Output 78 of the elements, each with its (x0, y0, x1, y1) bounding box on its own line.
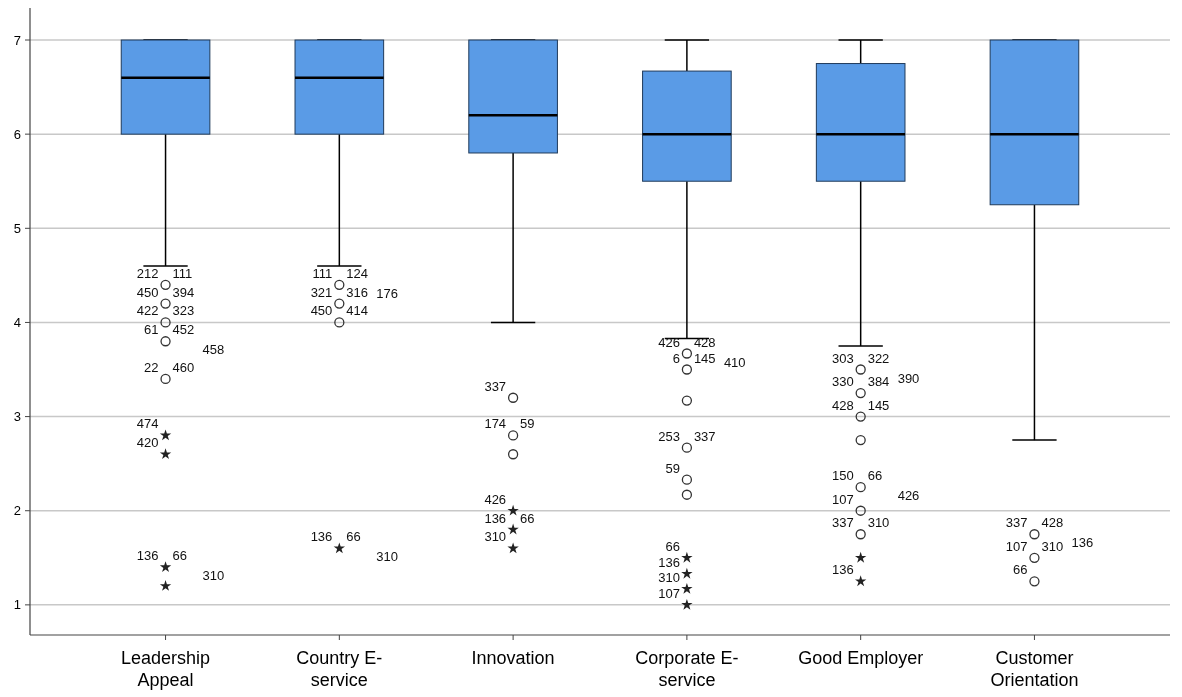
annotation: 426 (897, 488, 920, 504)
y-tick-label: 2 (13, 503, 21, 519)
annotation: 310 (1041, 538, 1064, 554)
annotation: 145 (867, 397, 890, 413)
annotation: 330 (831, 374, 854, 390)
annotation: 450 (310, 303, 333, 319)
annotation: 66 (172, 548, 188, 564)
annotation: 150 (831, 468, 854, 484)
annotation: 337 (1005, 515, 1028, 531)
annotation: 337 (484, 378, 507, 394)
annotation: 176 (376, 285, 399, 301)
x-tick-label: Leadership Appeal (121, 648, 211, 690)
annotation: 310 (202, 568, 225, 584)
annotation: 111 (312, 265, 333, 281)
x-tick-label: Country E-service (296, 648, 383, 690)
annotation: 310 (484, 529, 507, 545)
annotation: 66 (346, 529, 361, 545)
annotation: 337 (693, 428, 716, 444)
x-tick-label: Good Employer (798, 648, 924, 668)
annotation: 426 (658, 334, 680, 350)
annotation: 428 (1041, 515, 1064, 531)
annotation: 253 (658, 428, 680, 444)
annotation: 458 (202, 342, 225, 358)
annotation: 66 (867, 468, 883, 484)
annotation: 136 (831, 562, 854, 578)
annotation: 136 (658, 554, 680, 570)
x-tick-label: Innovation (471, 648, 555, 668)
annotation: 414 (346, 303, 369, 319)
y-tick-label: 6 (13, 126, 21, 142)
annotation: 428 (693, 334, 716, 350)
y-tick-label: 7 (13, 32, 21, 48)
annotation: 310 (867, 515, 890, 531)
annotation: 59 (665, 460, 680, 476)
annotation: 107 (658, 585, 680, 601)
annotation: 174 (484, 416, 507, 432)
annotation: 59 (520, 416, 535, 432)
annotation: 22 (144, 359, 159, 375)
annotation: 390 (897, 370, 920, 386)
annotation: 66 (520, 510, 535, 526)
annotation: 422 (136, 303, 159, 319)
annotation: 145 (693, 350, 716, 366)
annotation: 316 (346, 284, 369, 300)
y-tick-label: 5 (13, 220, 21, 236)
annotation: 310 (658, 569, 680, 585)
annotation: 212 (136, 265, 159, 281)
annotation: 66 (665, 538, 680, 554)
annotation: 136 (136, 548, 159, 564)
annotation: 303 (831, 350, 854, 366)
annotation: 310 (376, 549, 399, 565)
annotation: 384 (867, 374, 890, 390)
annotation: 410 (723, 354, 746, 370)
y-tick-label: 3 (13, 409, 21, 425)
annotation: 107 (831, 491, 854, 507)
annotation: 426 (484, 491, 507, 507)
annotation: 450 (136, 284, 159, 300)
annotation: 111 (172, 265, 193, 281)
x-tick-label: Customer Orientation (990, 648, 1079, 690)
annotation: 323 (172, 303, 195, 319)
annotation: 452 (172, 322, 195, 338)
annotation: 61 (144, 322, 159, 338)
annotation: 420 (136, 435, 159, 451)
y-tick-label: 1 (13, 597, 21, 613)
y-tick-label: 4 (13, 314, 21, 330)
annotation: 337 (831, 515, 854, 531)
annotation: 66 (1012, 562, 1028, 578)
annotation: 428 (831, 397, 854, 413)
annotation: 394 (172, 284, 195, 300)
annotation: 124 (346, 265, 369, 281)
annotation: 6 (672, 350, 680, 366)
x-tick-label: Corporate E-service (635, 648, 739, 690)
annotation: 460 (172, 359, 195, 375)
annotation: 474 (136, 416, 159, 432)
annotation: 107 (1005, 538, 1028, 554)
annotation: 136 (310, 529, 333, 545)
annotation: 136 (484, 510, 507, 526)
annotation: 136 (1071, 535, 1094, 551)
annotation: 322 (867, 350, 890, 366)
annotation: 321 (310, 284, 333, 300)
